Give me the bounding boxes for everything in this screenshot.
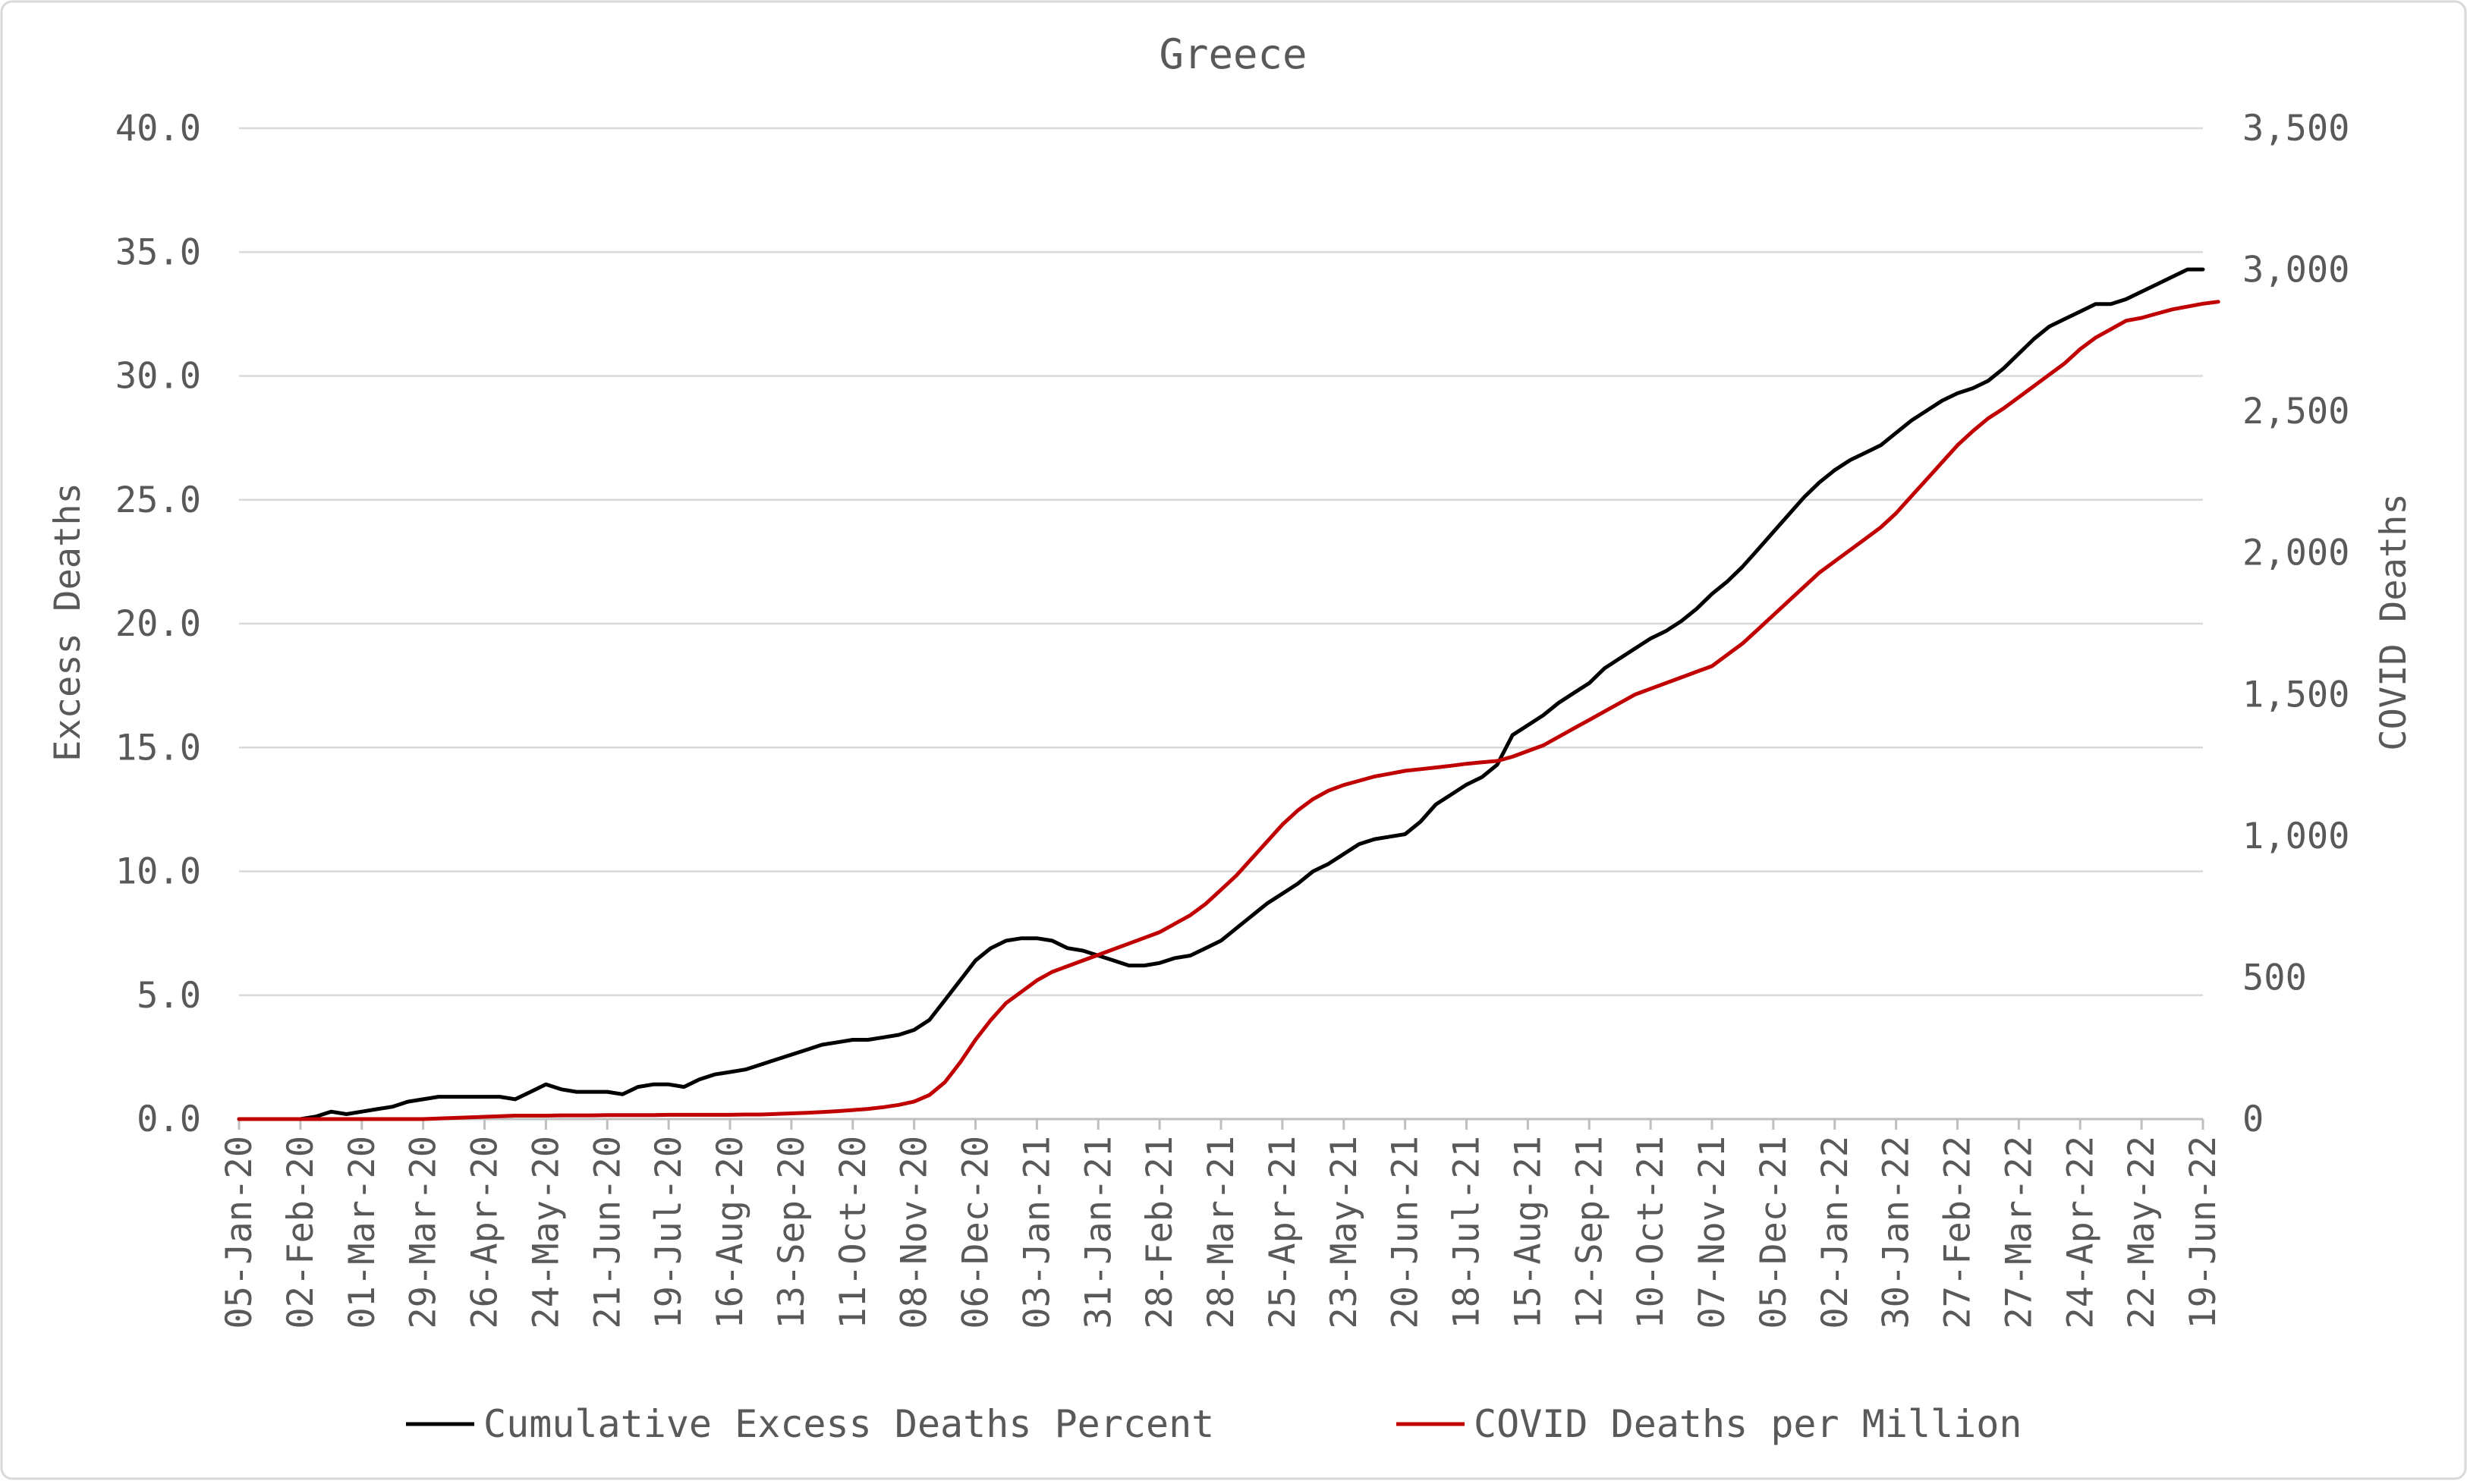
x-tick-label: 26-Apr-20 (464, 1136, 506, 1329)
series-line-excess-deaths (237, 267, 2205, 1121)
left-tick-label: 15.0 (115, 727, 201, 769)
x-tick-label: 27-Feb-22 (1937, 1136, 1979, 1329)
x-tick-label: 05-Dec-21 (1753, 1136, 1795, 1329)
x-axis-ticks: 05-Jan-20 02-Feb-20 01-Mar-20 29-Mar-20 26-A… (219, 1119, 2224, 1329)
x-tick-label: 10-Oct-21 (1630, 1136, 1672, 1329)
chart-title: Greece (1159, 30, 1307, 78)
x-tick-label: 12-Sep-21 (1569, 1136, 1610, 1329)
left-tick-label: 5.0 (137, 975, 201, 1017)
x-tick-label: 24-Apr-22 (2060, 1136, 2101, 1329)
right-axis-title: COVID Deaths (2373, 493, 2415, 751)
right-tick-label: 500 (2242, 957, 2307, 998)
x-tick-label: 11-Oct-20 (832, 1136, 874, 1329)
x-tick-label: 20-Jun-21 (1385, 1136, 1427, 1329)
right-tick-label: 1,000 (2242, 816, 2349, 857)
legend-label-covid: COVID Deaths per Million (1474, 1402, 2022, 1446)
x-tick-label: 24-May-20 (525, 1136, 567, 1329)
right-tick-label: 3,000 (2242, 250, 2349, 291)
left-tick-label: 35.0 (115, 231, 201, 273)
x-tick-label: 02-Jan-22 (1814, 1136, 1856, 1329)
left-tick-label: 20.0 (115, 603, 201, 645)
left-tick-label: 10.0 (115, 851, 201, 893)
x-tick-label: 22-May-22 (2121, 1136, 2163, 1329)
x-tick-label: 08-Nov-20 (894, 1136, 936, 1329)
x-tick-label: 05-Jan-20 (219, 1136, 260, 1329)
x-tick-label: 28-Feb-21 (1139, 1136, 1181, 1329)
x-tick-label: 27-Mar-22 (1998, 1136, 2040, 1329)
x-tick-label: 18-Jul-21 (1446, 1136, 1488, 1329)
right-tick-label: 2,500 (2242, 391, 2349, 432)
x-tick-label: 07-Nov-21 (1691, 1136, 1733, 1329)
right-tick-label: 1,500 (2242, 674, 2349, 715)
x-tick-label: 06-Dec-20 (955, 1136, 997, 1329)
x-tick-label: 13-Sep-20 (771, 1136, 813, 1329)
x-tick-label: 01-Mar-20 (341, 1136, 383, 1329)
x-tick-label: 19-Jun-22 (2182, 1136, 2224, 1329)
left-tick-label: 0.0 (137, 1099, 201, 1140)
right-tick-label: 3,500 (2242, 108, 2349, 149)
left-axis-ticks: 0.0 5.0 10.0 15.0 20.0 25.0 30.0 35.0 40.0 (115, 108, 201, 1140)
plot-lines (237, 267, 2220, 1121)
right-tick-label: 0 (2242, 1099, 2264, 1140)
x-tick-label: 29-Mar-20 (403, 1136, 445, 1329)
x-tick-label: 21-Jun-20 (587, 1136, 628, 1329)
x-tick-label: 15-Aug-21 (1507, 1136, 1549, 1329)
legend: Cumulative Excess Deaths Percent COVID D… (406, 1402, 2022, 1446)
x-tick-label: 30-Jan-22 (1876, 1136, 1918, 1329)
left-tick-label: 25.0 (115, 479, 201, 521)
x-tick-label: 16-Aug-20 (710, 1136, 751, 1329)
left-axis-title: Excess Deaths (47, 483, 89, 762)
legend-label-excess: Cumulative Excess Deaths Percent (483, 1402, 1214, 1446)
left-tick-label: 30.0 (115, 356, 201, 398)
series-line-covid-deaths (237, 300, 2220, 1121)
x-tick-label: 02-Feb-20 (280, 1136, 322, 1329)
x-tick-label: 25-Apr-21 (1262, 1136, 1304, 1329)
x-tick-label: 19-Jul-20 (648, 1136, 690, 1329)
right-tick-label: 2,000 (2242, 533, 2349, 574)
left-tick-label: 40.0 (115, 108, 201, 149)
x-tick-label: 23-May-21 (1323, 1136, 1365, 1329)
right-axis-ticks: 0 500 1,000 1,500 2,000 2,500 3,000 3,500 (2242, 108, 2349, 1140)
x-tick-label: 03-Jan-21 (1016, 1136, 1058, 1329)
x-tick-label: 28-Mar-21 (1200, 1136, 1242, 1329)
gridlines (239, 127, 2203, 996)
x-tick-label: 31-Jan-21 (1078, 1136, 1119, 1329)
